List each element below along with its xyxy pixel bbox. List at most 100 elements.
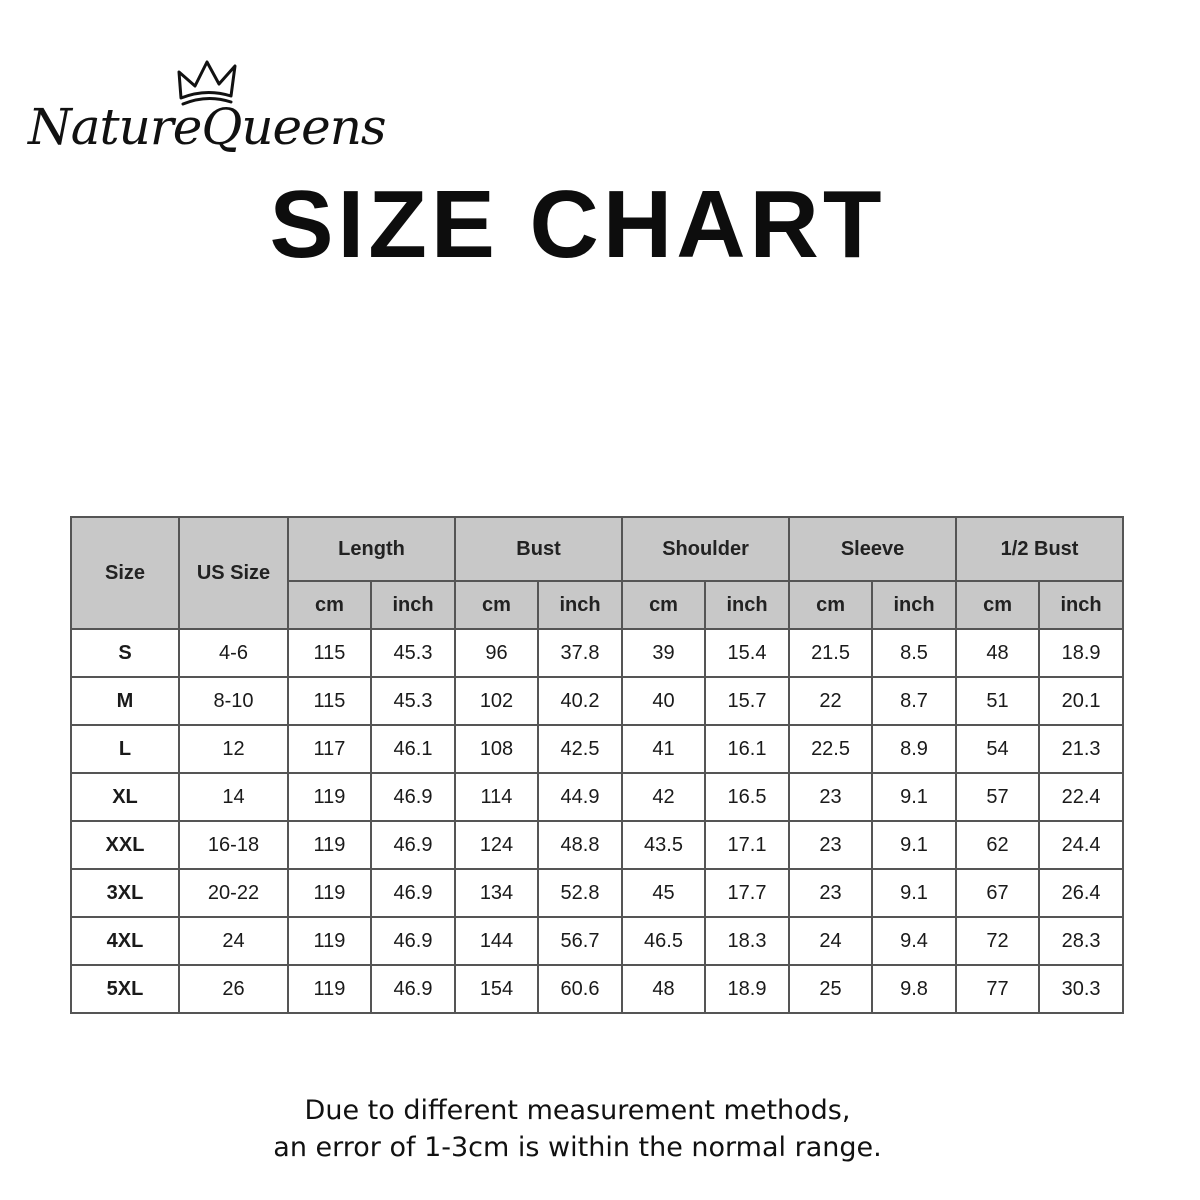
table-cell: 40 xyxy=(621,676,707,726)
table-cell: 25 xyxy=(788,964,874,1014)
table-cell: 119 xyxy=(287,820,372,870)
table-row: S 4-6 115 45.3 96 37.8 39 15.4 21.5 8.5 48 18.9 xyxy=(70,628,1125,678)
unit-header: cm xyxy=(788,580,874,630)
table-cell: 60.6 xyxy=(536,964,624,1014)
table-cell: 9.4 xyxy=(871,916,958,966)
note-line-1: Due to different measurement methods, xyxy=(304,1095,851,1126)
table-row: L 12 117 46.1 108 42.5 41 16.1 22.5 8.9 54 21.3 xyxy=(70,724,1125,774)
note-line-2: an error of 1-3cm is within the normal r… xyxy=(273,1132,882,1163)
measurement-note: Due to different measurement methods, an… xyxy=(0,1092,1155,1166)
table-body: S 4-6 115 45.3 96 37.8 39 15.4 21.5 8.5 48 18.9 M 8-1… xyxy=(70,628,1125,1014)
table-cell: 45.3 xyxy=(370,676,456,726)
table-cell: 14 xyxy=(178,772,289,822)
table-cell: 12 xyxy=(178,724,289,774)
table-cell: 154 xyxy=(454,964,539,1014)
table-cell: 57 xyxy=(955,772,1041,822)
header-bust: Bust xyxy=(453,516,624,582)
table-cell: 16.1 xyxy=(704,724,791,774)
table-cell: 43.5 xyxy=(621,820,707,870)
table-cell: 15.7 xyxy=(704,676,791,726)
table-cell: 30.3 xyxy=(1038,964,1125,1014)
unit-header: cm xyxy=(955,580,1041,630)
table-cell: 26.4 xyxy=(1038,868,1125,918)
table-cell: 115 xyxy=(287,676,372,726)
header-size: Size xyxy=(70,516,180,630)
table-cell: 9.1 xyxy=(871,820,958,870)
table-cell: 8.7 xyxy=(871,676,958,726)
table-cell: 134 xyxy=(454,868,539,918)
table-cell: 24 xyxy=(178,916,289,966)
size-table-container: Size US Size Length Bust Shoulder Sleeve… xyxy=(70,516,1125,1014)
unit-header: inch xyxy=(536,580,624,630)
table-cell: 8.9 xyxy=(871,724,958,774)
table-cell: 42.5 xyxy=(536,724,624,774)
table-header-row: Size US Size Length Bust Shoulder Sleeve… xyxy=(70,516,1125,630)
table-cell: 9.1 xyxy=(871,868,958,918)
table-cell: 144 xyxy=(454,916,539,966)
table-cell: 21.5 xyxy=(788,628,874,678)
table-cell: 37.8 xyxy=(536,628,624,678)
table-unit-row: cm inch cm inch cm inch cm inch cm inch xyxy=(71,580,1125,630)
unit-header: cm xyxy=(454,580,539,630)
table-cell: 46.9 xyxy=(370,916,456,966)
size-cell: 4XL xyxy=(70,916,180,966)
table-cell: 115 xyxy=(287,628,372,678)
table-row: 3XL 20-22 119 46.9 134 52.8 45 17.7 23 9.1 67 26.4 xyxy=(70,868,1125,918)
table-cell: 77 xyxy=(955,964,1041,1014)
header-us-size: US Size xyxy=(178,516,289,630)
table-cell: 48 xyxy=(955,628,1041,678)
table-cell: 46.9 xyxy=(370,820,456,870)
table-cell: 119 xyxy=(287,868,372,918)
table-cell: 39 xyxy=(621,628,707,678)
unit-header: inch xyxy=(871,580,958,630)
table-cell: 44.9 xyxy=(536,772,624,822)
table-cell: 124 xyxy=(454,820,539,870)
header-length: Length xyxy=(287,516,456,582)
table-cell: 52.8 xyxy=(536,868,624,918)
table-cell: 26 xyxy=(178,964,289,1014)
table-cell: 62 xyxy=(955,820,1041,870)
size-cell: 5XL xyxy=(70,964,180,1014)
unit-header: cm xyxy=(621,580,707,630)
table-cell: 45.3 xyxy=(370,628,456,678)
table-cell: 15.4 xyxy=(704,628,791,678)
table-cell: 41 xyxy=(621,724,707,774)
table-cell: 24 xyxy=(788,916,874,966)
unit-header: inch xyxy=(370,580,456,630)
table-cell: 48 xyxy=(621,964,707,1014)
table-row: 4XL 24 119 46.9 144 56.7 46.5 18.3 24 9.4 72 28.3 xyxy=(70,916,1125,966)
table-cell: 45 xyxy=(621,868,707,918)
table-cell: 8.5 xyxy=(871,628,958,678)
table-cell: 102 xyxy=(454,676,539,726)
table-cell: 96 xyxy=(454,628,539,678)
table-cell: 119 xyxy=(287,916,372,966)
unit-header: inch xyxy=(1038,580,1125,630)
table-cell: 18.3 xyxy=(704,916,791,966)
table-cell: 4-6 xyxy=(178,628,289,678)
header-shoulder: Shoulder xyxy=(621,516,791,582)
table-cell: 22.5 xyxy=(788,724,874,774)
table-cell: 17.1 xyxy=(704,820,791,870)
table-cell: 16.5 xyxy=(704,772,791,822)
table-cell: 23 xyxy=(788,820,874,870)
table-row: 5XL 26 119 46.9 154 60.6 48 18.9 25 9.8 77 30.3 xyxy=(70,964,1125,1014)
size-table: Size US Size Length Bust Shoulder Sleeve… xyxy=(70,516,1125,1014)
size-cell: XL xyxy=(70,772,180,822)
table-cell: 23 xyxy=(788,868,874,918)
table-cell: 108 xyxy=(454,724,539,774)
table-cell: 48.8 xyxy=(536,820,624,870)
table-cell: 54 xyxy=(955,724,1041,774)
table-cell: 24.4 xyxy=(1038,820,1125,870)
header-sleeve: Sleeve xyxy=(788,516,958,582)
table-row: M 8-10 115 45.3 102 40.2 40 15.7 22 8.7 51 20.1 xyxy=(70,676,1125,726)
table-cell: 46.9 xyxy=(370,868,456,918)
table-cell: 9.1 xyxy=(871,772,958,822)
table-cell: 18.9 xyxy=(1038,628,1125,678)
table-cell: 23 xyxy=(788,772,874,822)
table-cell: 20-22 xyxy=(178,868,289,918)
table-cell: 72 xyxy=(955,916,1041,966)
table-cell: 16-18 xyxy=(178,820,289,870)
brand-name: NatureQueens xyxy=(28,98,387,156)
table-cell: 46.5 xyxy=(621,916,707,966)
table-cell: 22.4 xyxy=(1038,772,1125,822)
